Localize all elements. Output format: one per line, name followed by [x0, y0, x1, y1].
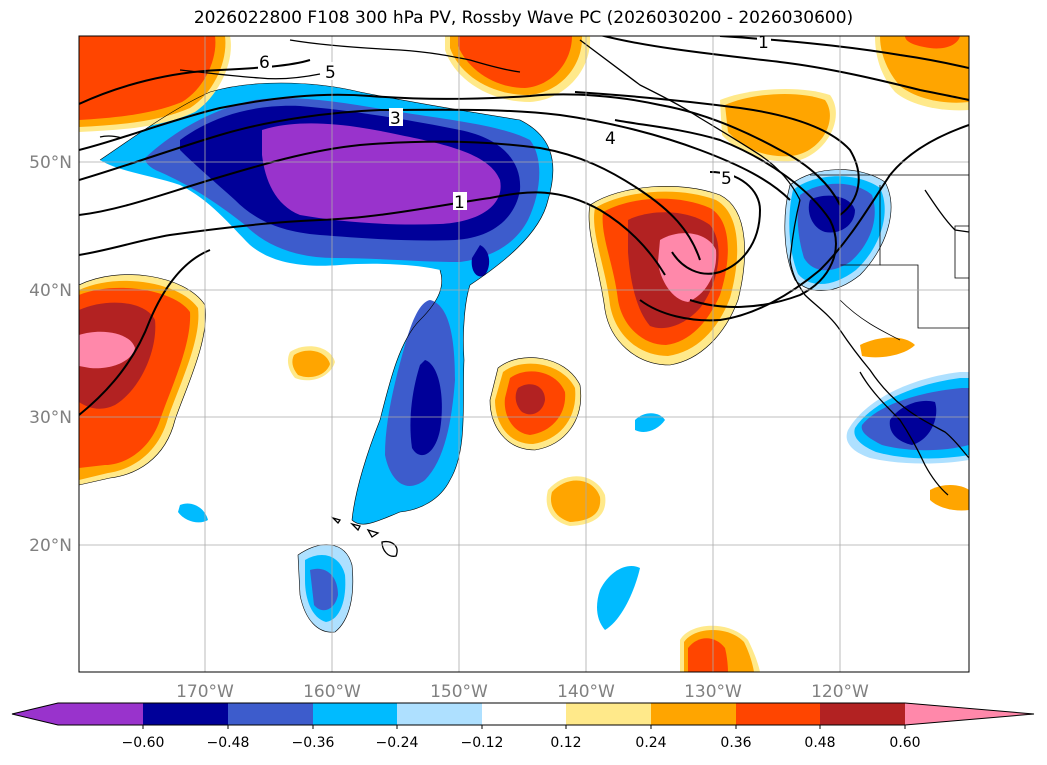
contour-label-5-west: 5 [325, 63, 336, 83]
lat-label-30n: 30°N [29, 408, 72, 428]
colorbar-segment [736, 703, 820, 725]
lat-label-50n: 50°N [29, 153, 72, 173]
colorbar-tick-label: −0.48 [207, 735, 250, 751]
positive-anomaly-west-edge [79, 274, 206, 485]
colorbar-segment [228, 703, 313, 725]
colorbar-tick-label: −0.60 [122, 735, 165, 751]
colorbar-extend-low [12, 703, 58, 725]
positive-anomaly-top-center [445, 36, 591, 102]
negative-anomaly-pacific-northwest [784, 169, 891, 291]
lon-label-150w: 150°W [430, 682, 488, 702]
lon-label-170w: 170°W [176, 682, 234, 702]
colorbar-tick-label: 0.12 [550, 735, 581, 751]
pv-contour-labels: 6 5 3 1 4 5 1 [258, 33, 771, 213]
negative-anomaly-small-features [178, 413, 665, 633]
colorbar: −0.60 −0.48 −0.36 −0.24 −0.12 0.12 0.24 … [11, 702, 1035, 751]
colorbar-tick-label: 0.24 [635, 735, 666, 751]
lon-label-140w: 140°W [557, 682, 615, 702]
colorbar-segment [313, 703, 397, 725]
longitude-labels: 170°W 160°W 150°W 140°W 130°W 120°W [176, 682, 869, 702]
contour-label-1-central: 1 [454, 193, 465, 213]
lon-label-130w: 130°W [684, 682, 742, 702]
lat-label-40n: 40°N [29, 281, 72, 301]
colorbar-tick-label: 0.60 [889, 735, 920, 751]
graticule [79, 36, 969, 672]
pv-contours [79, 36, 969, 416]
colorbar-segment [820, 703, 905, 725]
contour-label-6: 6 [259, 53, 270, 73]
map-plot-area: 6 5 3 1 4 5 1 [79, 33, 969, 672]
lon-label-160w: 160°W [303, 682, 361, 702]
lon-label-120w: 120°W [811, 682, 869, 702]
colorbar-segment [58, 703, 143, 725]
contour-label-3: 3 [390, 109, 401, 129]
coastlines [99, 39, 969, 496]
colorbar-segment [397, 703, 482, 725]
colorbar-ticks [142, 725, 906, 729]
colorbar-outline [11, 702, 1035, 726]
contour-label-5-east: 5 [721, 169, 732, 189]
colorbar-extend-high [905, 703, 1034, 725]
positive-anomaly-northwest-corner [79, 36, 231, 132]
colorbar-segment [482, 703, 566, 725]
map-frame [78, 35, 970, 673]
colorbar-tick-label: −0.12 [461, 735, 504, 751]
colorbar-segment [566, 703, 651, 725]
lat-label-20n: 20°N [29, 536, 72, 556]
contour-label-1-north: 1 [758, 33, 769, 53]
contour-label-4: 4 [605, 129, 616, 149]
map-title: 2026022800 F108 300 hPa PV, Rossby Wave … [193, 8, 854, 28]
negative-anomaly-baja [846, 372, 969, 464]
colorbar-segment [143, 703, 228, 725]
colorbar-tick-label: 0.48 [804, 735, 835, 751]
colorbar-tick-label: −0.24 [376, 735, 419, 751]
colorbar-segment [651, 703, 736, 725]
colorbar-tick-label: 0.36 [720, 735, 751, 751]
colorbar-tick-label: −0.36 [292, 735, 335, 751]
positive-anomaly-subtropical [287, 337, 969, 672]
latitude-labels: 50°N 40°N 30°N 20°N [29, 153, 72, 556]
